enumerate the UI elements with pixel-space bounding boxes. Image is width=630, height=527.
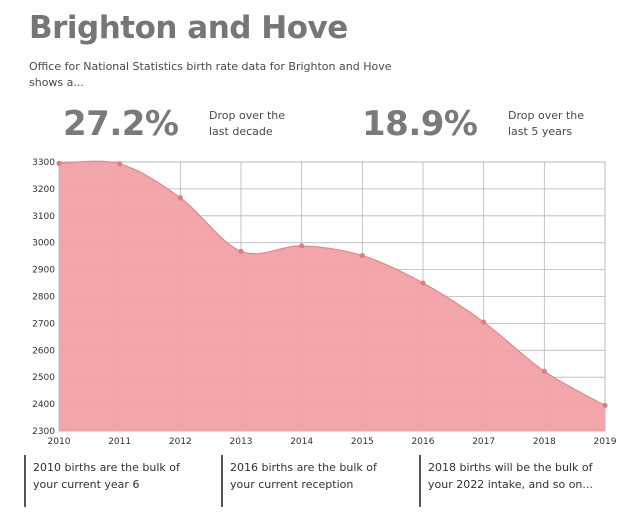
- x-tick-label-2010: 2010: [48, 437, 71, 447]
- y-tick-label-2600: 2600: [32, 346, 55, 356]
- birth-rate-chart: 2300 2400 2500 2600 2700 2800 2900 3000 3100 3200…: [32, 158, 617, 447]
- note-2018: 2018 births will be the bulk of your 202…: [419, 455, 599, 507]
- data-point-2015: [359, 253, 365, 259]
- stat-five-year-label: Drop over the last 5 years: [508, 109, 585, 138]
- x-tick-label-2013: 2013: [230, 437, 253, 447]
- y-tick-label-2800: 2800: [32, 293, 55, 303]
- stat-five-year-value: 18.9%: [362, 104, 478, 144]
- note-2016-text: 2016 births are the bulk of your current…: [230, 461, 377, 491]
- data-point-2016: [420, 280, 426, 286]
- data-point-2011: [117, 161, 123, 167]
- note-2010: 2010 births are the bulk of your current…: [24, 455, 204, 507]
- x-tick-label-2017: 2017: [472, 437, 495, 447]
- series-area-births: [59, 161, 605, 431]
- data-point-2012: [177, 195, 183, 201]
- stat-decade-label: Drop over the last decade: [209, 109, 286, 138]
- y-tick-label-3200: 3200: [32, 185, 55, 195]
- y-tick-label-2400: 2400: [32, 400, 55, 410]
- x-tick-label-2012: 2012: [169, 437, 192, 447]
- x-tick-label-2011: 2011: [108, 437, 131, 447]
- series-line-births: [58, 160, 606, 406]
- data-point-2014: [299, 243, 305, 249]
- x-tick-label-2015: 2015: [351, 437, 374, 447]
- y-tick-label-3300: 3300: [32, 158, 55, 168]
- data-point-2013: [238, 248, 244, 254]
- data-point-2017: [481, 319, 487, 325]
- x-tick-label-2018: 2018: [533, 437, 556, 447]
- x-tick-label-2016: 2016: [412, 437, 435, 447]
- y-tick-label-2900: 2900: [32, 266, 55, 276]
- y-tick-label-2300: 2300: [32, 427, 55, 437]
- page-title: Brighton and Hove: [29, 10, 348, 46]
- note-2018-text: 2018 births will be the bulk of your 202…: [428, 461, 593, 491]
- data-point-2019: [602, 402, 608, 409]
- note-2016: 2016 births are the bulk of your current…: [221, 455, 401, 507]
- y-tick-label-2500: 2500: [32, 373, 55, 383]
- data-point-2010: [56, 160, 62, 166]
- y-tick-label-3000: 3000: [32, 239, 55, 249]
- x-tick-label-2014: 2014: [290, 437, 313, 447]
- y-tick-label-3100: 3100: [32, 212, 55, 222]
- y-tick-label-2700: 2700: [32, 319, 55, 329]
- page-subtitle: Office for National Statistics birth rat…: [29, 60, 392, 89]
- note-2010-text: 2010 births are the bulk of your current…: [33, 461, 180, 491]
- x-tick-label-2019: 2019: [594, 437, 617, 447]
- data-point-2018: [541, 368, 547, 374]
- stat-decade-value: 27.2%: [63, 104, 179, 144]
